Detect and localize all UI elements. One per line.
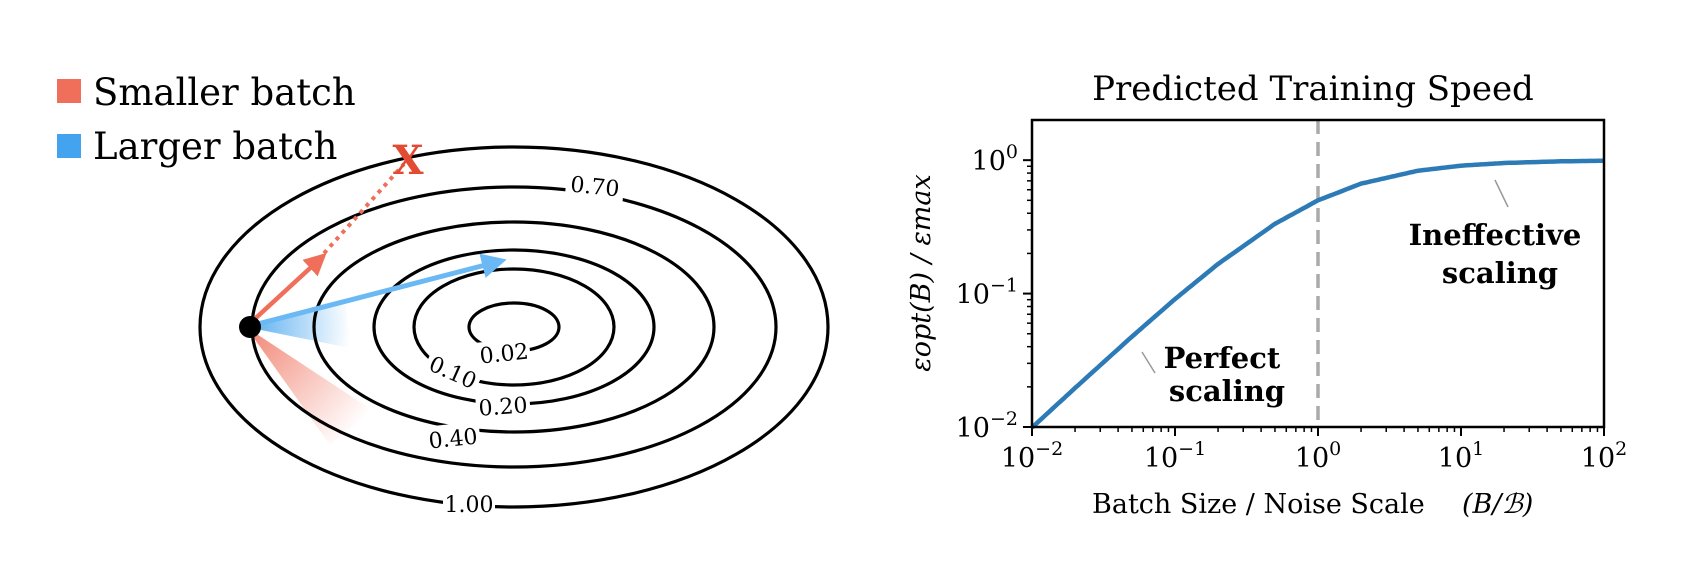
contour-label-0.02: 0.02 xyxy=(476,337,532,370)
perfect-scaling-label: Perfect scaling xyxy=(1164,341,1291,408)
svg-text:0.02: 0.02 xyxy=(478,340,529,370)
x-axis-title: Batch Size / Noise Scale xyxy=(1092,489,1425,520)
legend-swatch-smaller xyxy=(57,79,81,103)
contour-ring xyxy=(372,248,656,406)
legend-swatch-larger xyxy=(57,134,81,158)
x-tick-label: 10−1 xyxy=(1144,438,1206,474)
chart: Predicted Training Speed 10−2 10−1 100 101 1… xyxy=(906,69,1627,520)
speed-curve xyxy=(1030,158,1605,430)
x-tick-label: 100 xyxy=(1295,438,1341,474)
svg-text:0.70: 0.70 xyxy=(569,173,620,203)
start-point xyxy=(239,316,261,338)
y-tick-label: 10−1 xyxy=(956,275,1018,311)
svg-text:1.00: 1.00 xyxy=(445,493,494,518)
y-axis-title: εopt(B) / εmax xyxy=(906,174,937,371)
contour-label-0.20: 0.20 xyxy=(475,390,531,422)
smaller-batch-arrow xyxy=(244,252,327,329)
legend: Smaller batch Larger batch xyxy=(57,71,356,168)
contour-label-0.70: 0.70 xyxy=(564,169,626,203)
x-axis-math: (B/ℬ) xyxy=(1462,489,1533,520)
y-tick-label: 100 xyxy=(972,141,1018,177)
plot-area: 10−2 10−1 100 101 102 10−2 10−1 100 xyxy=(956,120,1627,474)
x-tick-label: 101 xyxy=(1438,438,1484,474)
x-tick-label: 10−2 xyxy=(1001,438,1063,474)
larger-batch-arrow xyxy=(245,253,507,330)
contour-plot: 1.00 0.70 0.40 0.20 0.10 0.02 X xyxy=(198,137,830,518)
x-tick-label: 102 xyxy=(1581,438,1627,474)
svg-text:0.40: 0.40 xyxy=(427,425,478,455)
svg-text:0.20: 0.20 xyxy=(478,393,529,421)
x-axis-label: Batch Size / Noise Scale (B/ℬ) xyxy=(1092,489,1533,520)
contour-label-0.40: 0.40 xyxy=(424,421,482,455)
legend-label-larger: Larger batch xyxy=(93,125,338,168)
smaller-batch-spread xyxy=(246,327,372,445)
y-tick-label: 10−2 xyxy=(956,408,1018,444)
legend-label-smaller: Smaller batch xyxy=(93,71,356,114)
chart-title: Predicted Training Speed xyxy=(1092,69,1534,109)
perfect-scaling-pointer xyxy=(1141,351,1156,374)
contour-label-1.00: 1.00 xyxy=(443,490,495,518)
ineffective-scaling-label: Ineffective scaling xyxy=(1409,218,1592,290)
plot-frame xyxy=(1030,118,1606,429)
larger-batch-spread xyxy=(246,298,350,348)
overshoot-marker: X xyxy=(392,137,423,184)
contour-ring xyxy=(198,145,830,509)
contour-ring xyxy=(312,220,716,434)
smaller-batch-path xyxy=(316,162,406,262)
ineffective-scaling-pointer xyxy=(1494,179,1509,208)
contour-ring xyxy=(412,267,616,387)
